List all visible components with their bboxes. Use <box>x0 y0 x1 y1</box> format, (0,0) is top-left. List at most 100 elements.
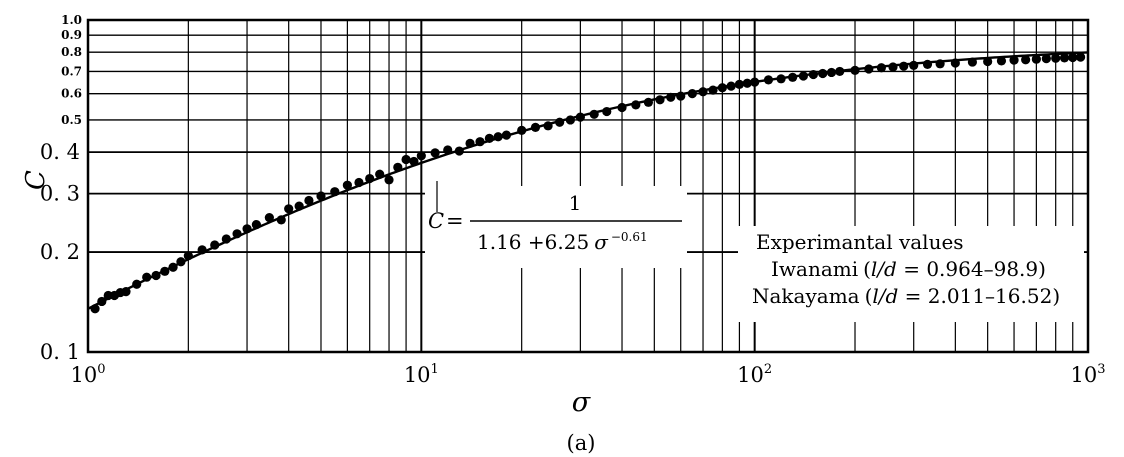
data-point <box>666 92 676 102</box>
data-point <box>530 122 541 132</box>
data-point <box>221 234 231 244</box>
data-point <box>950 58 960 68</box>
data-point <box>1041 54 1051 64</box>
data-point <box>384 175 394 185</box>
data-point <box>501 130 512 140</box>
data-point <box>416 151 426 161</box>
data-point <box>430 148 440 158</box>
x-axis-label: σ <box>572 387 592 418</box>
data-point <box>922 59 933 69</box>
formula-denominator-var: σ <box>594 230 609 254</box>
x-tick-exponent: 2 <box>764 362 772 377</box>
data-point <box>409 156 419 167</box>
data-point <box>264 213 274 223</box>
formula-annotation: C = 1 1.16 +6.25 σ −0.61 <box>425 181 687 268</box>
data-point <box>565 115 575 125</box>
legend-entry-nakayama-var: l/d <box>872 284 898 308</box>
data-point <box>763 75 774 85</box>
data-point <box>589 109 599 119</box>
data-point <box>454 146 464 156</box>
data-point <box>330 187 340 197</box>
data-point <box>210 240 220 250</box>
data-point <box>90 304 100 314</box>
x-tick-label: 100 <box>70 362 105 387</box>
data-point <box>294 201 304 211</box>
data-point <box>655 95 665 105</box>
data-point <box>617 102 627 113</box>
data-point <box>631 100 641 110</box>
data-point <box>1068 52 1078 63</box>
legend-entry-iwanami-var: l/d <box>871 257 897 281</box>
data-point <box>788 72 798 82</box>
formula-lhs: C <box>428 209 444 233</box>
curve-layer <box>87 51 1089 310</box>
y-tick-label: 1.0 <box>61 13 82 27</box>
legend-entry-nakayama-open: ( <box>865 284 873 308</box>
y-tick-label: 0. 1 <box>40 340 80 364</box>
x-tick-label: 103 <box>1070 362 1105 387</box>
data-point <box>909 60 919 70</box>
plot-frame <box>86 18 1090 354</box>
figure-caption: (a) <box>567 431 596 455</box>
formula-denominator-exp: −0.61 <box>611 230 648 244</box>
legend-entry-iwanami-name: Iwanami <box>771 257 858 281</box>
formula-equals: = <box>446 209 464 233</box>
data-point <box>142 272 152 282</box>
data-point <box>1059 53 1070 63</box>
data-point <box>304 195 314 206</box>
y-tick-label: 0.8 <box>61 45 82 59</box>
data-point <box>996 56 1007 66</box>
data-point <box>750 77 760 87</box>
legend-entry-nakayama-name: Nakayama <box>752 284 860 308</box>
data-point <box>160 266 170 276</box>
data-point <box>826 67 837 78</box>
data-point <box>365 173 375 184</box>
legend-entry-nakayama: Nakayama (l/d = 2.011–16.52) <box>752 284 1060 308</box>
data-point <box>375 169 385 179</box>
data-point <box>935 59 945 69</box>
data-point <box>850 65 860 75</box>
data-point <box>717 83 727 93</box>
data-point <box>276 215 286 225</box>
x-tick-base: 10 <box>1070 363 1097 387</box>
data-point <box>284 204 294 214</box>
data-point <box>97 296 107 307</box>
legend-entry-iwanami-range: = 0.964–98.9) <box>897 257 1046 281</box>
y-tick-labels: 0. 1 0. 2 0. 3 0. 4 0.5 0.6 0.7 0.8 0.91.0 <box>40 13 82 364</box>
data-point <box>776 74 786 84</box>
data-point <box>197 245 207 255</box>
legend-entry-iwanami: Iwanami (l/d = 0.964–98.9) <box>771 257 1046 281</box>
y-tick-label: 0.9 <box>61 28 82 42</box>
data-point <box>983 56 993 67</box>
formula-numerator: 1 <box>569 191 582 215</box>
data-point <box>316 191 326 201</box>
data-point <box>354 177 364 188</box>
data-point <box>251 219 261 230</box>
data-point <box>734 79 745 89</box>
formula-background <box>425 186 687 268</box>
data-point <box>465 138 475 148</box>
data-point <box>835 66 845 77</box>
fit-curve <box>87 51 1089 310</box>
data-point <box>401 154 411 165</box>
data-points <box>90 52 1086 314</box>
data-point <box>484 133 494 143</box>
x-tick-exponent: 3 <box>1097 362 1105 377</box>
x-tick-base: 10 <box>404 363 431 387</box>
data-point <box>864 64 874 74</box>
data-point <box>132 279 142 289</box>
x-tick-labels: 100 101 102 103 <box>70 362 1105 387</box>
data-point <box>393 162 403 172</box>
y-tick-label: 0. 4 <box>40 140 80 164</box>
data-point <box>168 262 178 272</box>
data-point <box>643 97 654 107</box>
formula-denominator-main: 1.16 +6.25 <box>477 230 589 254</box>
data-point <box>1031 54 1041 64</box>
data-point <box>1021 55 1031 65</box>
data-point <box>899 61 909 71</box>
data-point <box>1051 53 1061 63</box>
data-point <box>555 117 565 127</box>
data-point <box>176 257 186 267</box>
